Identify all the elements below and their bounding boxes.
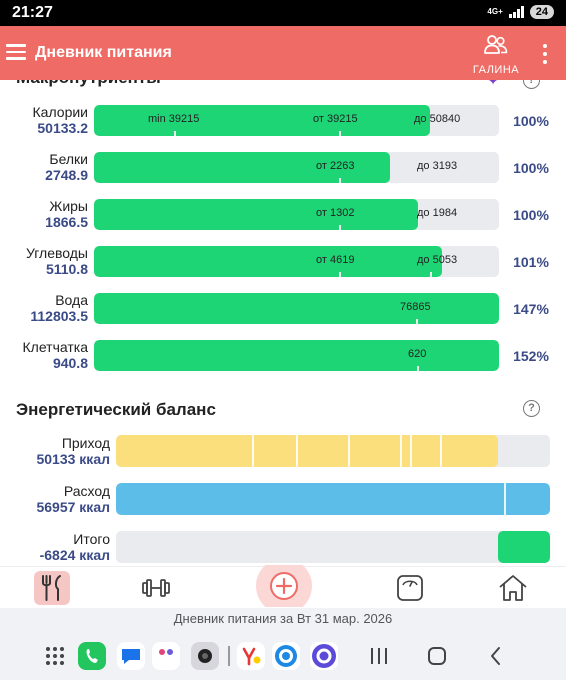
energy-row-name: Итого — [73, 531, 110, 547]
system-navigation-bar — [0, 632, 566, 680]
row-value: 940.8 — [52, 355, 88, 371]
progress-fill — [94, 199, 418, 230]
row-percent: 100% — [513, 160, 549, 176]
plus-circle-icon — [256, 558, 312, 614]
phone-app-icon[interactable] — [78, 642, 106, 670]
more-options-icon[interactable] — [538, 42, 552, 66]
to-label: до 1984 — [417, 207, 458, 219]
dumbbell-icon — [142, 579, 170, 597]
battery-icon: 24 — [529, 5, 554, 19]
nav-home[interactable] — [495, 571, 531, 605]
progress-fill — [94, 105, 431, 136]
row-value: 2748.9 — [45, 167, 88, 183]
yandex-app-icon[interactable] — [237, 642, 265, 670]
total-fill — [497, 531, 550, 563]
min-label: min 39215 — [148, 113, 200, 125]
progress-fill — [94, 246, 443, 277]
sparkle-icon: ✦ — [488, 80, 499, 88]
macronutrients-title: Макронутриенты — [16, 80, 161, 88]
energy-balance-title: Энергетический баланс — [16, 400, 216, 419]
energy-track — [116, 435, 550, 467]
progress-track: от 4619 до 5053 — [94, 246, 499, 277]
energy-track — [116, 531, 550, 563]
row-name: Калории — [32, 104, 88, 120]
progress-fill — [94, 293, 499, 324]
energy-row-name: Приход — [61, 435, 110, 451]
nav-weight[interactable] — [392, 571, 428, 605]
row-name: Клетчатка — [22, 339, 88, 355]
energy-help-icon[interactable]: ? — [523, 400, 540, 417]
status-bar: 21:27 4G+ 24 — [0, 0, 566, 26]
app-title: Дневник питания — [35, 44, 172, 61]
browser-app-icon[interactable] — [272, 642, 300, 670]
target-label: 76865 — [400, 301, 431, 313]
macronutrients-help-icon[interactable]: ? — [523, 80, 540, 89]
signal-icon — [508, 6, 524, 18]
row-name: Жиры — [49, 198, 88, 214]
menu-icon[interactable] — [6, 44, 26, 60]
recent-apps-icon[interactable] — [369, 646, 389, 666]
status-time: 21:27 — [12, 4, 53, 21]
energy-row-value: 50133 ккал — [36, 451, 110, 467]
to-label: до 3193 — [417, 160, 458, 172]
user-name: ГАЛИНА — [472, 64, 520, 76]
network-type: 4G+ — [487, 7, 503, 16]
expense-fill — [116, 483, 550, 515]
income-fill — [116, 435, 498, 467]
energy-row-name: Расход — [63, 483, 110, 499]
main-content[interactable]: Макронутриенты ✦ ? Калории 50133.2 min 3… — [0, 80, 566, 566]
from-label: от 1302 — [316, 207, 355, 219]
messenger-app-icon[interactable] — [310, 642, 338, 670]
add-entry-button[interactable] — [255, 558, 313, 614]
row-percent: 100% — [513, 207, 549, 223]
scale-icon — [397, 575, 423, 601]
messages-app-icon[interactable] — [117, 642, 145, 670]
progress-track: 76865 — [94, 293, 499, 324]
users-icon — [484, 35, 508, 54]
taskbar-divider — [228, 646, 230, 666]
status-indicators: 4G+ 24 — [487, 5, 554, 19]
progress-track: от 2263 до 3193 — [94, 152, 499, 183]
progress-fill — [94, 340, 499, 371]
row-name: Вода — [55, 292, 88, 308]
to-label: до 50840 — [414, 113, 461, 125]
home-icon — [499, 575, 527, 601]
target-label: 620 — [408, 348, 427, 360]
nav-workouts[interactable] — [138, 571, 174, 605]
progress-fill — [94, 152, 390, 183]
bottom-navigation — [0, 558, 566, 614]
row-value: 50133.2 — [37, 120, 88, 136]
energy-row-value: -6824 ккал — [39, 547, 110, 563]
row-value: 1866.5 — [45, 214, 88, 230]
camera-app-icon[interactable] — [191, 642, 219, 670]
from-label: от 39215 — [313, 113, 358, 125]
row-value: 5110.8 — [45, 261, 88, 277]
app-bar: Дневник питания ГАЛИНА — [0, 26, 566, 80]
row-name: Углеводы — [25, 245, 88, 261]
row-percent: 101% — [513, 254, 549, 270]
home-button-icon[interactable] — [427, 646, 447, 666]
fork-knife-icon — [42, 575, 61, 601]
nav-food-diary[interactable] — [34, 571, 70, 605]
row-percent: 147% — [513, 301, 549, 317]
diary-date-caption: Дневник питания за Вт 31 мар. 2026 — [0, 608, 566, 632]
progress-track: от 1302 до 1984 — [94, 199, 499, 230]
user-profile-button[interactable]: ГАЛИНА — [466, 32, 526, 76]
row-percent: 100% — [513, 113, 549, 129]
energy-track — [116, 483, 550, 515]
to-label: до 5053 — [417, 254, 458, 266]
row-percent: 152% — [513, 348, 549, 364]
apps-grid-icon[interactable] — [44, 645, 66, 667]
from-label: от 4619 — [316, 254, 355, 266]
back-button-icon[interactable] — [486, 646, 506, 666]
row-value: 112803.5 — [30, 308, 88, 324]
progress-track: min 39215 от 39215 до 50840 — [94, 105, 499, 136]
energy-row-value: 56957 ккал — [36, 499, 110, 515]
gallery-app-icon[interactable] — [152, 642, 180, 670]
progress-track: 620 — [94, 340, 499, 371]
row-name: Белки — [49, 151, 88, 167]
from-label: от 2263 — [316, 160, 355, 172]
